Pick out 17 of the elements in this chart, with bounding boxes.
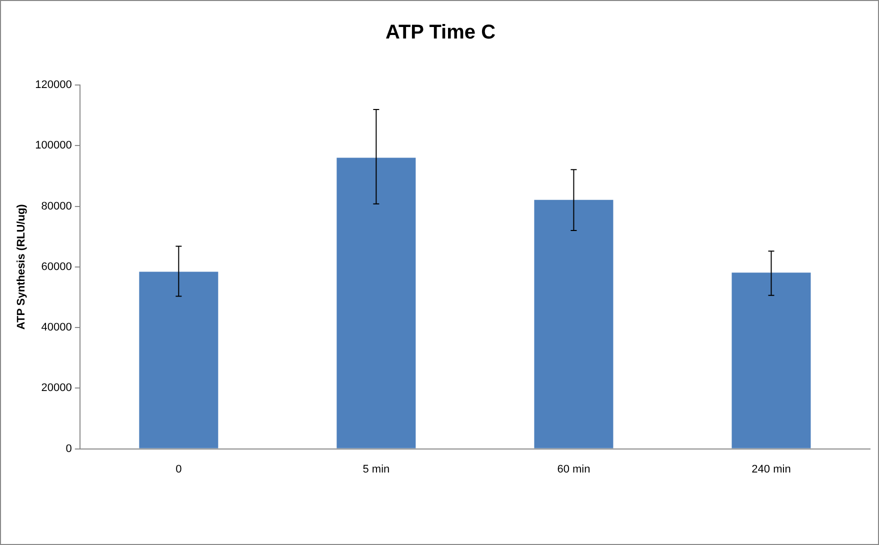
y-tick-label: 0 (66, 442, 72, 455)
x-tick-label: 0 (176, 463, 182, 476)
bar (732, 272, 811, 448)
y-tick-label: 120000 (35, 79, 72, 92)
y-tick-label: 20000 (41, 382, 72, 394)
y-axis-title: ATP Synthesis (RLU/ug) (16, 204, 28, 330)
y-tick-label: 100000 (35, 140, 72, 152)
bar (336, 158, 416, 448)
x-tick-label: 60 min (557, 463, 590, 476)
y-tick-label: 60000 (41, 260, 72, 273)
y-tick-label: 80000 (41, 200, 72, 212)
y-tick-label: 40000 (41, 322, 72, 334)
bar (139, 272, 218, 448)
chart-title: ATP Time C (385, 22, 496, 44)
x-tick-label: 5 min (362, 463, 390, 476)
bar (534, 200, 614, 448)
x-tick-label: 240 min (752, 463, 791, 476)
